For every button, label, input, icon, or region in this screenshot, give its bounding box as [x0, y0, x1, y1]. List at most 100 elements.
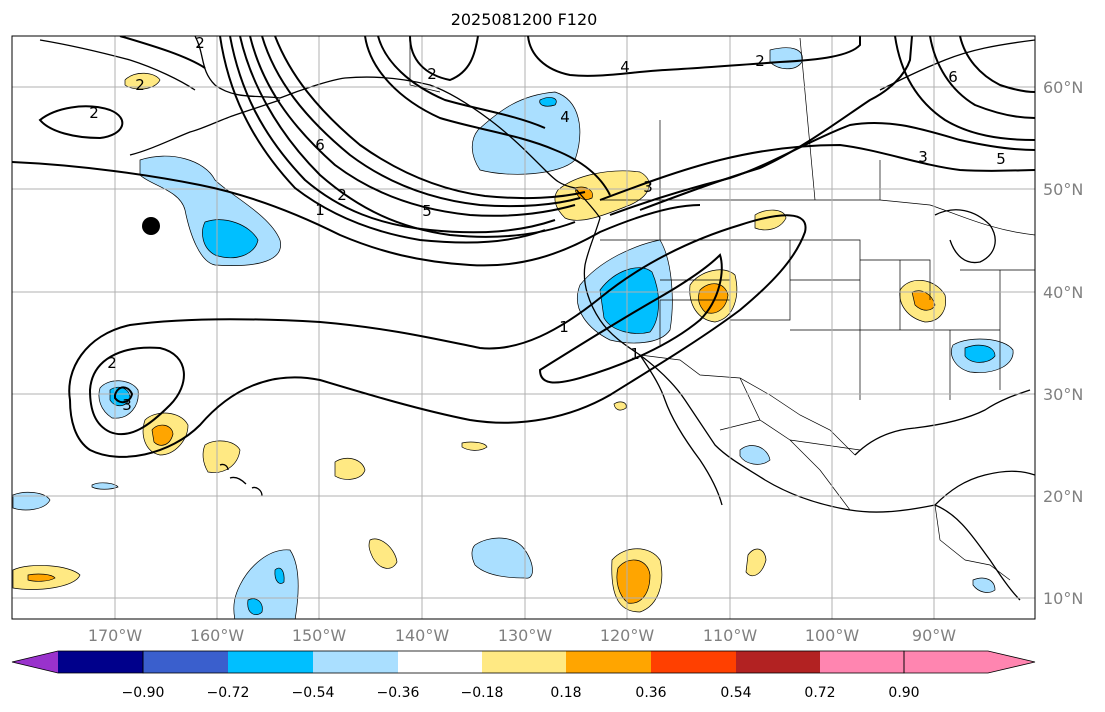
mexico-states — [719, 377, 861, 511]
anomaly-negative-light — [739, 445, 771, 465]
contour-line-16 — [929, 36, 1035, 119]
contour-label: 2 — [135, 76, 145, 94]
contour-label: 3 — [918, 148, 928, 166]
colorbar-segment — [313, 651, 398, 673]
contour-line-11 — [527, 36, 861, 77]
baja-california — [639, 354, 723, 506]
colorbar-tick-label: −0.54 — [292, 685, 335, 701]
contour-line-23 — [119, 36, 206, 69]
contour-label: 3 — [643, 178, 653, 196]
anomaly-negative-light — [972, 577, 996, 593]
colorbar-tick-label: −0.72 — [207, 685, 250, 701]
coastlines — [39, 36, 1035, 601]
colorbar-tick-label: 0.18 — [550, 685, 581, 701]
west-coast — [574, 187, 1021, 601]
colorbar-tick-label: 0.36 — [635, 685, 666, 701]
contour-line-21 — [538, 253, 723, 384]
contour-label: 3 — [122, 396, 132, 414]
lat-tick-label: 50°N — [1043, 180, 1083, 199]
colorbar-tick-label: −0.18 — [461, 685, 504, 701]
colorbar-tick-label: −0.90 — [122, 685, 165, 701]
colorbar-tick-label: −0.36 — [377, 685, 420, 701]
contour-line-10 — [409, 36, 479, 82]
colorbar: −0.90 −0.72 −0.54 −0.36 −0.18 0.18 0.36 … — [11, 650, 1036, 701]
anomaly-positive-mid — [616, 559, 651, 604]
map-frame — [11, 35, 1036, 620]
map-area: 2 2 1 2 6 5 2 4 4 2 6 3 5 3 1 1 2 3 2 — [12, 34, 1035, 619]
anomaly-positive-mid — [27, 573, 56, 582]
gulf-coast — [854, 389, 1031, 456]
contour-line-6 — [261, 36, 581, 208]
central-america-borders — [934, 504, 1011, 581]
contour-line-13 — [609, 121, 1035, 216]
canada-provinces — [659, 37, 881, 201]
contour-label: 1 — [315, 201, 325, 219]
colorbar-segment — [228, 651, 313, 673]
colorbar-outline-right — [903, 650, 1036, 674]
anomaly-negative-deep — [964, 344, 996, 363]
contour-label: 2 — [755, 52, 765, 70]
lon-tick-label: 90°W — [912, 626, 956, 645]
contour-line-12 — [599, 143, 1035, 201]
lat-tick-label: 20°N — [1043, 487, 1083, 506]
lat-tick-labels: 10°N 20°N 30°N 40°N 50°N 60°N — [1043, 78, 1083, 608]
colorbar-segment — [58, 651, 143, 673]
contour-line-18 — [68, 214, 807, 458]
lon-tick-label: 130°W — [498, 626, 553, 645]
anomaly-negative-light — [769, 47, 803, 70]
anomaly-positive-light — [124, 72, 161, 90]
figure-title: 2025081200 F120 — [451, 10, 598, 29]
colorbar-segment — [566, 651, 651, 673]
anomaly-positive-light — [368, 538, 398, 569]
lon-tick-label: 110°W — [703, 626, 758, 645]
contour-label: 5 — [996, 150, 1006, 168]
contour-label: 2 — [195, 34, 205, 52]
anomaly-negative-deep — [202, 219, 259, 259]
contour-label: 2 — [337, 186, 347, 204]
colorbar-segment — [736, 651, 820, 673]
contour-line-3 — [229, 36, 556, 234]
anomaly-positive-light — [745, 548, 767, 577]
colorbar-tick-label: 0.54 — [720, 685, 751, 701]
anomaly-negative-light — [12, 491, 51, 511]
contour-label: 4 — [560, 108, 570, 126]
colorbar-segment — [651, 651, 736, 673]
hudson-bay-coast — [879, 39, 1035, 91]
contour-label: 1 — [630, 345, 640, 363]
contour-label: 1 — [559, 318, 569, 336]
anomaly-positive-mid — [151, 424, 174, 446]
anomaly-positive-mid — [698, 283, 729, 314]
arctic-coast — [39, 39, 196, 91]
contour-line-14 — [639, 36, 913, 211]
alaska-coastline — [194, 36, 576, 189]
contour-line-4 — [219, 36, 546, 244]
shaded-anomalies — [12, 47, 1014, 619]
lat-tick-label: 10°N — [1043, 589, 1083, 608]
contour-line-9 — [377, 36, 546, 129]
contour-label: 5 — [422, 202, 432, 220]
contour-line-22 — [38, 105, 124, 140]
lon-tick-label: 170°W — [88, 626, 143, 645]
colorbar-tick-label: 0.72 — [804, 685, 835, 701]
anomaly-positive-mid — [574, 186, 593, 200]
us-canada-border — [600, 199, 1035, 236]
contour-line-17 — [959, 36, 1035, 93]
anomaly-positive-mid — [911, 290, 936, 311]
contour-line-19 — [88, 346, 185, 436]
contour-label: 2 — [89, 104, 99, 122]
contour-line-8 — [364, 36, 611, 196]
storm-center-marker — [142, 217, 160, 235]
colorbar-segment — [820, 651, 904, 673]
lon-tick-label: 100°W — [805, 626, 860, 645]
contour-label: 6 — [315, 136, 325, 154]
great-lakes — [934, 209, 996, 264]
colorbar-segment — [398, 651, 482, 673]
lon-tick-label: 160°W — [190, 626, 245, 645]
anomaly-positive-light — [461, 441, 488, 451]
contour-lines — [12, 36, 1035, 458]
anomaly-positive-light — [202, 440, 241, 473]
contour-line-1 — [12, 161, 701, 267]
lat-tick-label: 30°N — [1043, 385, 1083, 404]
anomaly-positive-light — [554, 170, 650, 221]
